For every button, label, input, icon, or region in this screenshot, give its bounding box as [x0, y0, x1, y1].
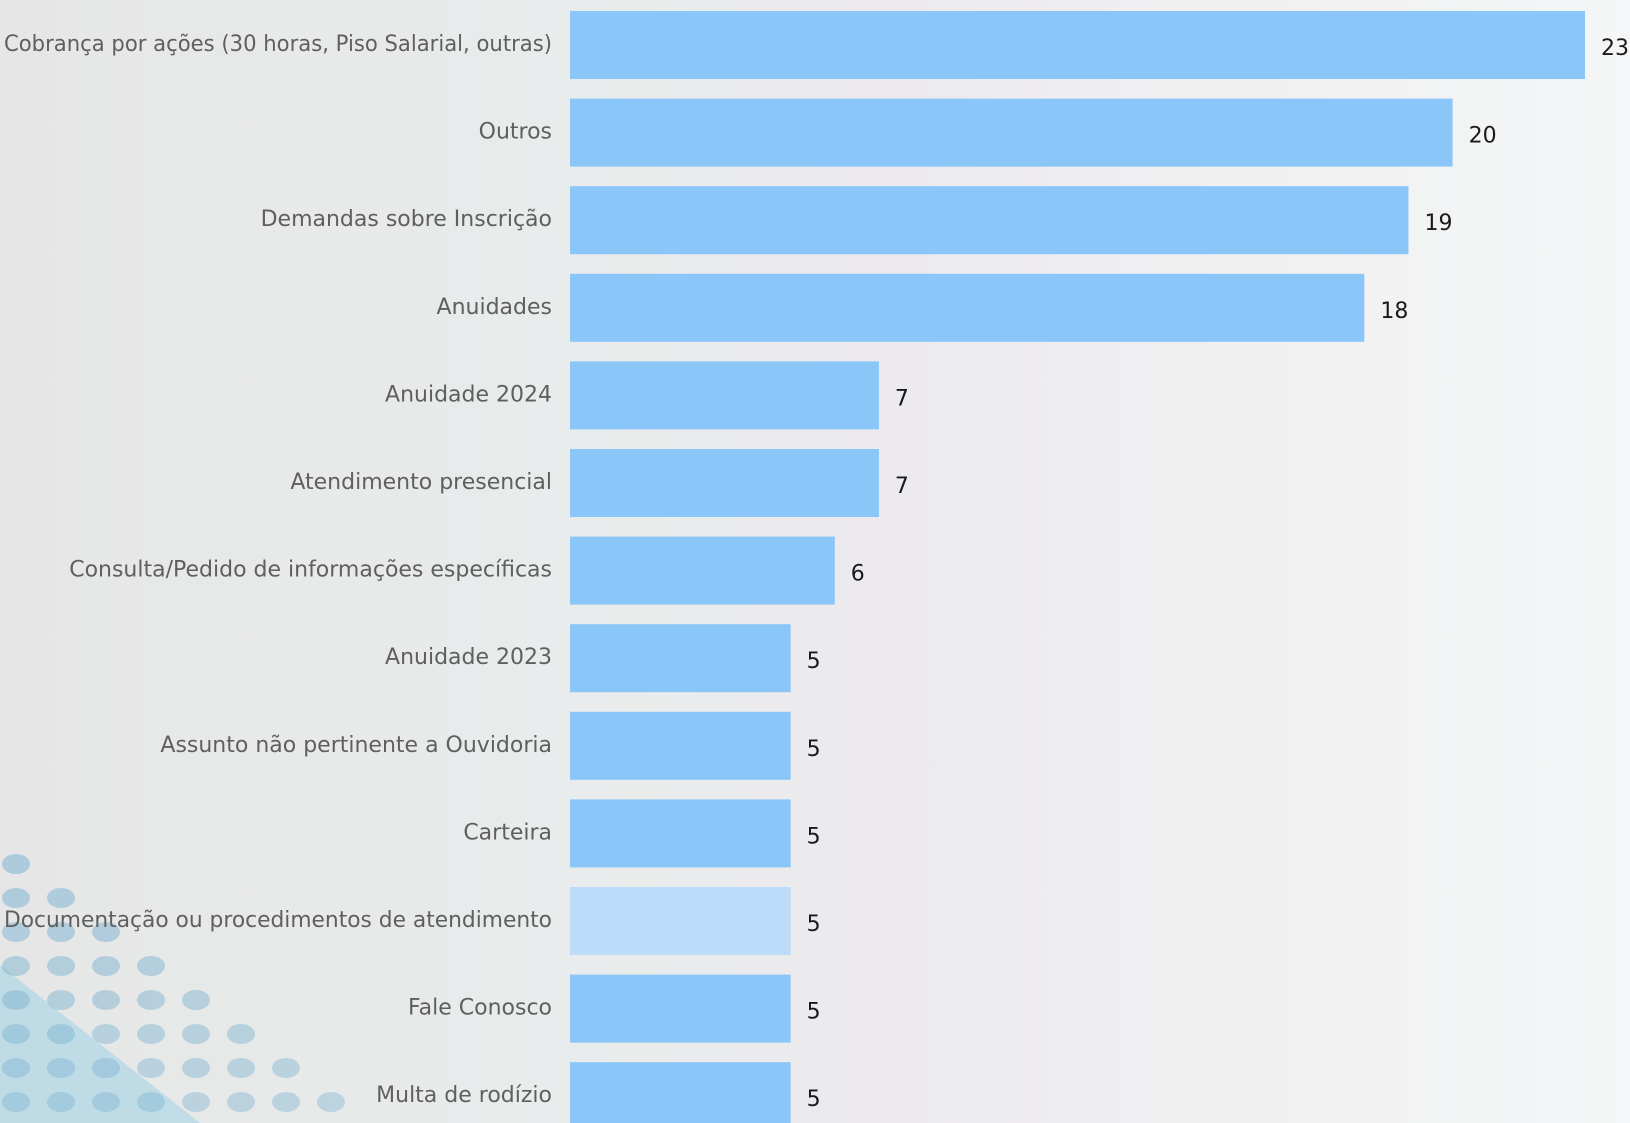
bar[interactable] [570, 624, 791, 693]
decor-dot [137, 990, 165, 1010]
decor-dot [227, 1024, 255, 1044]
category-label: Outros [479, 120, 552, 145]
decor-dot [92, 922, 120, 942]
category-label: Anuidade 2023 [385, 645, 552, 670]
value-label: 7 [895, 474, 909, 499]
category-label: Atendimento presencial [290, 470, 552, 495]
category-label: Consulta/Pedido de informações específic… [69, 558, 552, 583]
decor-dot [47, 922, 75, 942]
value-label: 19 [1424, 211, 1452, 236]
bar[interactable] [570, 711, 791, 780]
decor-dot [47, 990, 75, 1010]
decor-dot [2, 854, 30, 874]
decor-dot [2, 1024, 30, 1044]
value-labels-group: 23 20 19 18 7 7 6 5 5 5 5 5 5 [807, 36, 1629, 1112]
decor-dot [92, 1024, 120, 1044]
value-label: 5 [807, 1000, 821, 1025]
bar[interactable] [570, 186, 1409, 255]
decor-dot [182, 1024, 210, 1044]
value-label: 5 [807, 824, 821, 849]
decor-dot [2, 1092, 30, 1112]
decor-dot [227, 1058, 255, 1078]
category-label: Cobrança por ações (30 horas, Piso Salar… [4, 32, 552, 57]
decor-dot [317, 1092, 345, 1112]
decor-dot [137, 1092, 165, 1112]
bar[interactable] [570, 536, 835, 605]
decor-dot [47, 1058, 75, 1078]
decor-dot [2, 1058, 30, 1078]
category-label: Anuidade 2024 [385, 382, 552, 407]
decor-dot [2, 888, 30, 908]
category-label: Anuidades [437, 295, 552, 320]
value-label: 20 [1469, 124, 1497, 149]
bar[interactable] [570, 11, 1585, 79]
category-label: Assunto não pertinente a Ouvidoria [160, 733, 552, 758]
decor-dot [137, 956, 165, 976]
decor-dot [47, 1092, 75, 1112]
value-label: 5 [807, 737, 821, 762]
bar[interactable] [570, 887, 791, 955]
decor-dot [92, 990, 120, 1010]
background-decoration [0, 854, 345, 1123]
value-label: 6 [851, 562, 865, 587]
category-label: Fale Conosco [408, 996, 552, 1021]
bar[interactable] [570, 98, 1453, 167]
decor-dot [2, 956, 30, 976]
bar[interactable] [570, 1062, 791, 1123]
bar[interactable] [570, 361, 879, 430]
decor-dot [227, 1092, 255, 1112]
bar[interactable] [570, 273, 1365, 342]
category-labels-group: Cobrança por ações (30 horas, Piso Salar… [4, 32, 552, 1108]
decor-triangle [0, 965, 200, 1123]
category-label: Documentação ou procedimentos de atendim… [4, 908, 552, 933]
decor-dot [137, 1024, 165, 1044]
decor-dot [182, 990, 210, 1010]
value-label: 5 [807, 649, 821, 674]
value-label: 23 [1601, 36, 1629, 61]
category-label: Demandas sobre Inscrição [261, 207, 552, 232]
decor-dot [182, 1058, 210, 1078]
value-label: 5 [807, 912, 821, 937]
decor-dot [47, 1024, 75, 1044]
decor-dot [47, 888, 75, 908]
decor-dot [182, 1092, 210, 1112]
bars-group [570, 11, 1585, 1123]
bar[interactable] [570, 974, 791, 1043]
decor-dot [92, 1058, 120, 1078]
decor-dot [2, 990, 30, 1010]
bar[interactable] [570, 799, 791, 868]
value-label: 7 [895, 386, 909, 411]
decor-dot [272, 1058, 300, 1078]
category-label: Multa de rodízio [376, 1083, 552, 1108]
decor-dot [2, 922, 30, 942]
decor-dot [47, 956, 75, 976]
category-label: Carteira [463, 820, 552, 845]
decor-dot [92, 1092, 120, 1112]
decor-dot [137, 1058, 165, 1078]
value-label: 5 [807, 1087, 821, 1112]
bar[interactable] [570, 449, 879, 517]
value-label: 18 [1380, 299, 1408, 324]
decor-dot [92, 956, 120, 976]
decor-dot [272, 1092, 300, 1112]
